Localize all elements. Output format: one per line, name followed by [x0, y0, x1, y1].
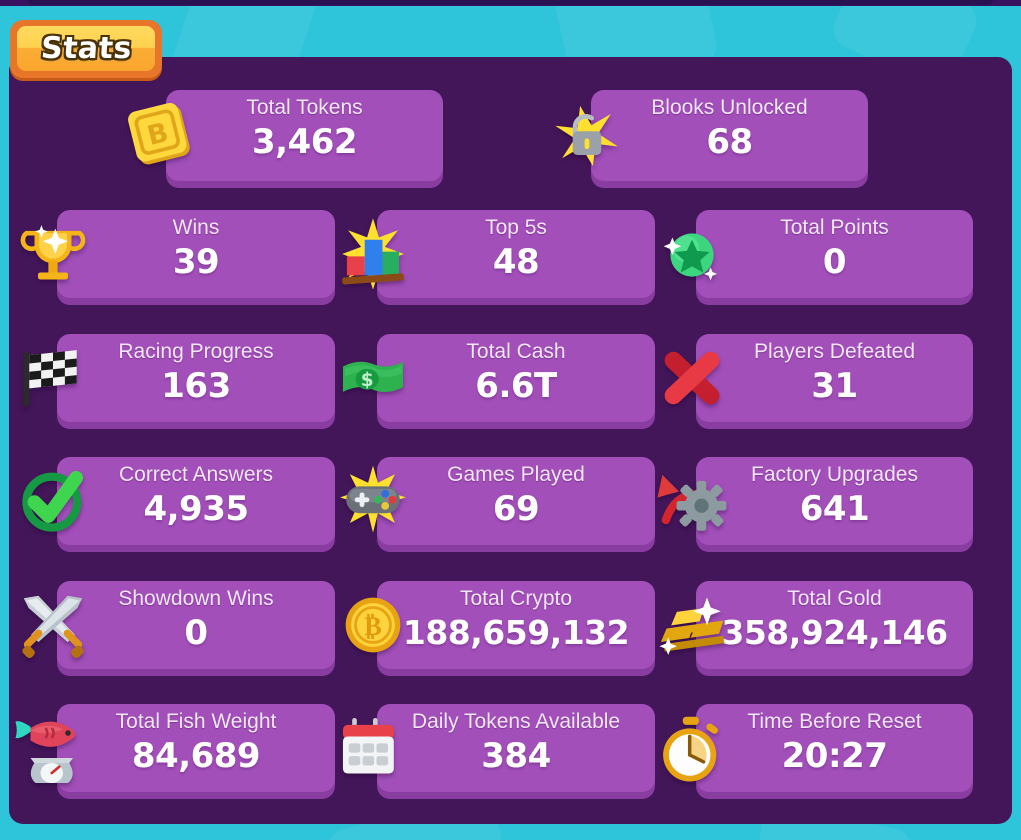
stat-card-label: Wins: [172, 216, 220, 239]
stat-card-label: Racing Progress: [118, 340, 274, 363]
stat-card: Correct Answers 4,935: [22, 457, 335, 545]
stat-card-label: Total Tokens: [246, 96, 363, 119]
stat-card: Total Fish Weight 84,689: [15, 704, 335, 792]
window-top-bar-inner: [28, 0, 993, 5]
stat-card: Total Crypto 188,659,132 ₿: [345, 581, 655, 669]
stat-card-label: Showdown Wins: [118, 587, 274, 610]
stat-card-label: Correct Answers: [118, 463, 274, 486]
stat-card-label: Top 5s: [485, 216, 547, 239]
stat-card-value: 0: [822, 242, 847, 283]
stat-card-value: 20:27: [781, 736, 888, 777]
stat-card-value: 4,935: [143, 489, 249, 530]
stat-card-body: Racing Progress 163: [57, 334, 335, 422]
stat-card-value: 641: [799, 489, 870, 530]
stat-card-value: 48: [492, 242, 540, 283]
stat-card-label: Total Points: [780, 216, 889, 239]
stat-card-body: Total Tokens 3,462: [166, 90, 443, 181]
stat-card-label: Time Before Reset: [747, 710, 922, 733]
tab-stats-inner: Stats: [17, 26, 155, 71]
stat-card-body: Factory Upgrades 641: [696, 457, 973, 545]
stat-card: Factory Upgrades 641: [657, 457, 973, 545]
stat-card-body: Total Cash 6.6T: [377, 334, 655, 422]
stat-card-value: 188,659,132: [402, 613, 630, 653]
stat-card-label: Total Crypto: [459, 587, 573, 610]
stat-card: Games Played 69: [340, 457, 655, 545]
tab-stats-label: Stats: [39, 31, 133, 66]
stat-card-label: Games Played: [447, 463, 585, 486]
stat-card-body: Blooks Unlocked 68: [591, 90, 868, 181]
stats-panel: [9, 57, 1012, 824]
stat-card-body: Total Points 0: [696, 210, 973, 298]
stat-card: Players Defeated 31: [664, 334, 973, 422]
stat-card-body: Total Crypto 188,659,132: [377, 581, 655, 669]
stat-card: Total Tokens 3,462 B: [128, 90, 443, 181]
stat-card: Blooks Unlocked 68: [555, 90, 868, 181]
stat-card-body: Showdown Wins 0: [57, 581, 335, 669]
stat-card: Total Gold 358,924,146: [659, 581, 973, 669]
stat-card-body: Games Played 69: [377, 457, 655, 545]
stat-card: Showdown Wins 0: [22, 581, 335, 669]
stat-card-value: 84,689: [131, 736, 261, 777]
stat-card: Total Points 0: [663, 210, 973, 298]
stat-card: Wins 39: [20, 210, 335, 298]
stat-card: Daily Tokens Available 384: [342, 704, 655, 792]
stat-card-value: 3,462: [251, 122, 358, 163]
stat-card-value: 39: [172, 242, 220, 283]
tab-stats[interactable]: Stats: [10, 20, 162, 78]
stat-card-value: 384: [481, 736, 551, 777]
stat-card-label: Total Gold: [787, 587, 882, 610]
stat-card-value: 31: [811, 366, 858, 407]
stat-card-body: Total Gold 358,924,146: [696, 581, 973, 669]
stat-card: Time Before Reset 20:27: [663, 704, 973, 792]
stat-card-label: Total Cash: [466, 340, 566, 363]
stat-card-body: Players Defeated 31: [696, 334, 973, 422]
stat-card-label: Total Fish Weight: [115, 710, 277, 733]
stat-card-body: Total Fish Weight 84,689: [57, 704, 335, 792]
stat-card-body: Wins 39: [57, 210, 335, 298]
stat-card-body: Correct Answers 4,935: [57, 457, 335, 545]
stat-card-value: 358,924,146: [721, 613, 948, 653]
svg-text:$: $: [361, 370, 374, 391]
stat-card-label: Blooks Unlocked: [651, 96, 808, 119]
stat-card-body: Time Before Reset 20:27: [696, 704, 973, 792]
stat-card-label: Daily Tokens Available: [411, 710, 621, 733]
stat-card: Top 5s 48: [342, 210, 655, 298]
stat-card-body: Top 5s 48: [377, 210, 655, 298]
stat-card-value: 0: [184, 613, 208, 654]
stat-card-body: Daily Tokens Available 384: [377, 704, 655, 792]
stat-card-value: 163: [161, 366, 231, 407]
stat-card-value: 68: [706, 122, 753, 163]
stat-card-label: Players Defeated: [753, 340, 916, 363]
stat-card-value: 6.6T: [475, 366, 557, 407]
stat-card-value: 69: [492, 489, 540, 530]
stat-card-label: Factory Upgrades: [751, 463, 918, 486]
stat-card: Racing Progress 163: [23, 334, 335, 422]
stat-card: Total Cash 6.6T $: [342, 334, 655, 422]
